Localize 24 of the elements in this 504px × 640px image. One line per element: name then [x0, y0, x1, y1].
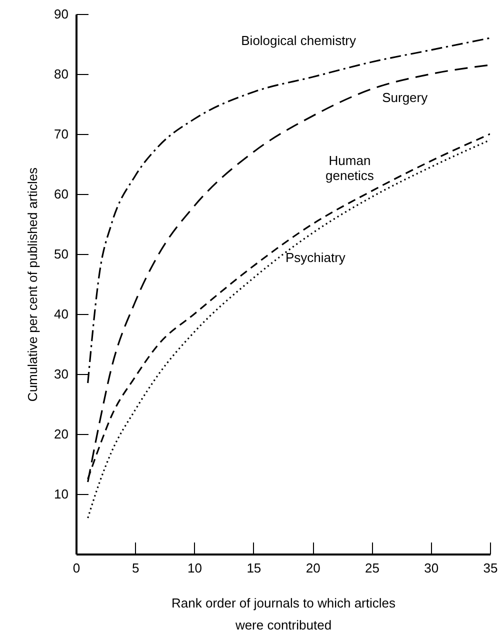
series-label: Human genetics	[326, 153, 374, 183]
y-tick-label: 70	[54, 126, 68, 142]
line-series	[87, 64, 490, 483]
x-tick-label: 5	[132, 560, 140, 576]
x-tick-label: 0	[72, 560, 80, 576]
y-axis-title: Cumulative per cent of published articles	[25, 166, 40, 402]
y-tick-label: 50	[54, 246, 68, 262]
x-axis-title: Rank order of journals to which articles were contributed	[172, 596, 396, 632]
y-tick-label: 10	[54, 486, 68, 502]
x-tick-label: 25	[364, 560, 380, 576]
y-tick-label: 30	[54, 366, 68, 382]
x-tick-label: 35	[483, 560, 498, 576]
x-tick-label: 30	[424, 560, 439, 576]
y-tick-label: 40	[54, 306, 68, 322]
series-label: Biological chemistry	[241, 33, 357, 48]
x-tick-label: 15	[246, 560, 262, 576]
x-tick-label: 10	[188, 560, 202, 576]
y-tick-label: 20	[54, 426, 68, 442]
x-tick-label: 20	[306, 560, 320, 576]
series-label: Psychiatry	[285, 250, 346, 265]
y-tick-label: 60	[54, 186, 68, 202]
y-tick-label: 80	[54, 66, 68, 82]
y-tick-label: 90	[54, 6, 68, 22]
series-label: Surgery	[382, 90, 428, 105]
